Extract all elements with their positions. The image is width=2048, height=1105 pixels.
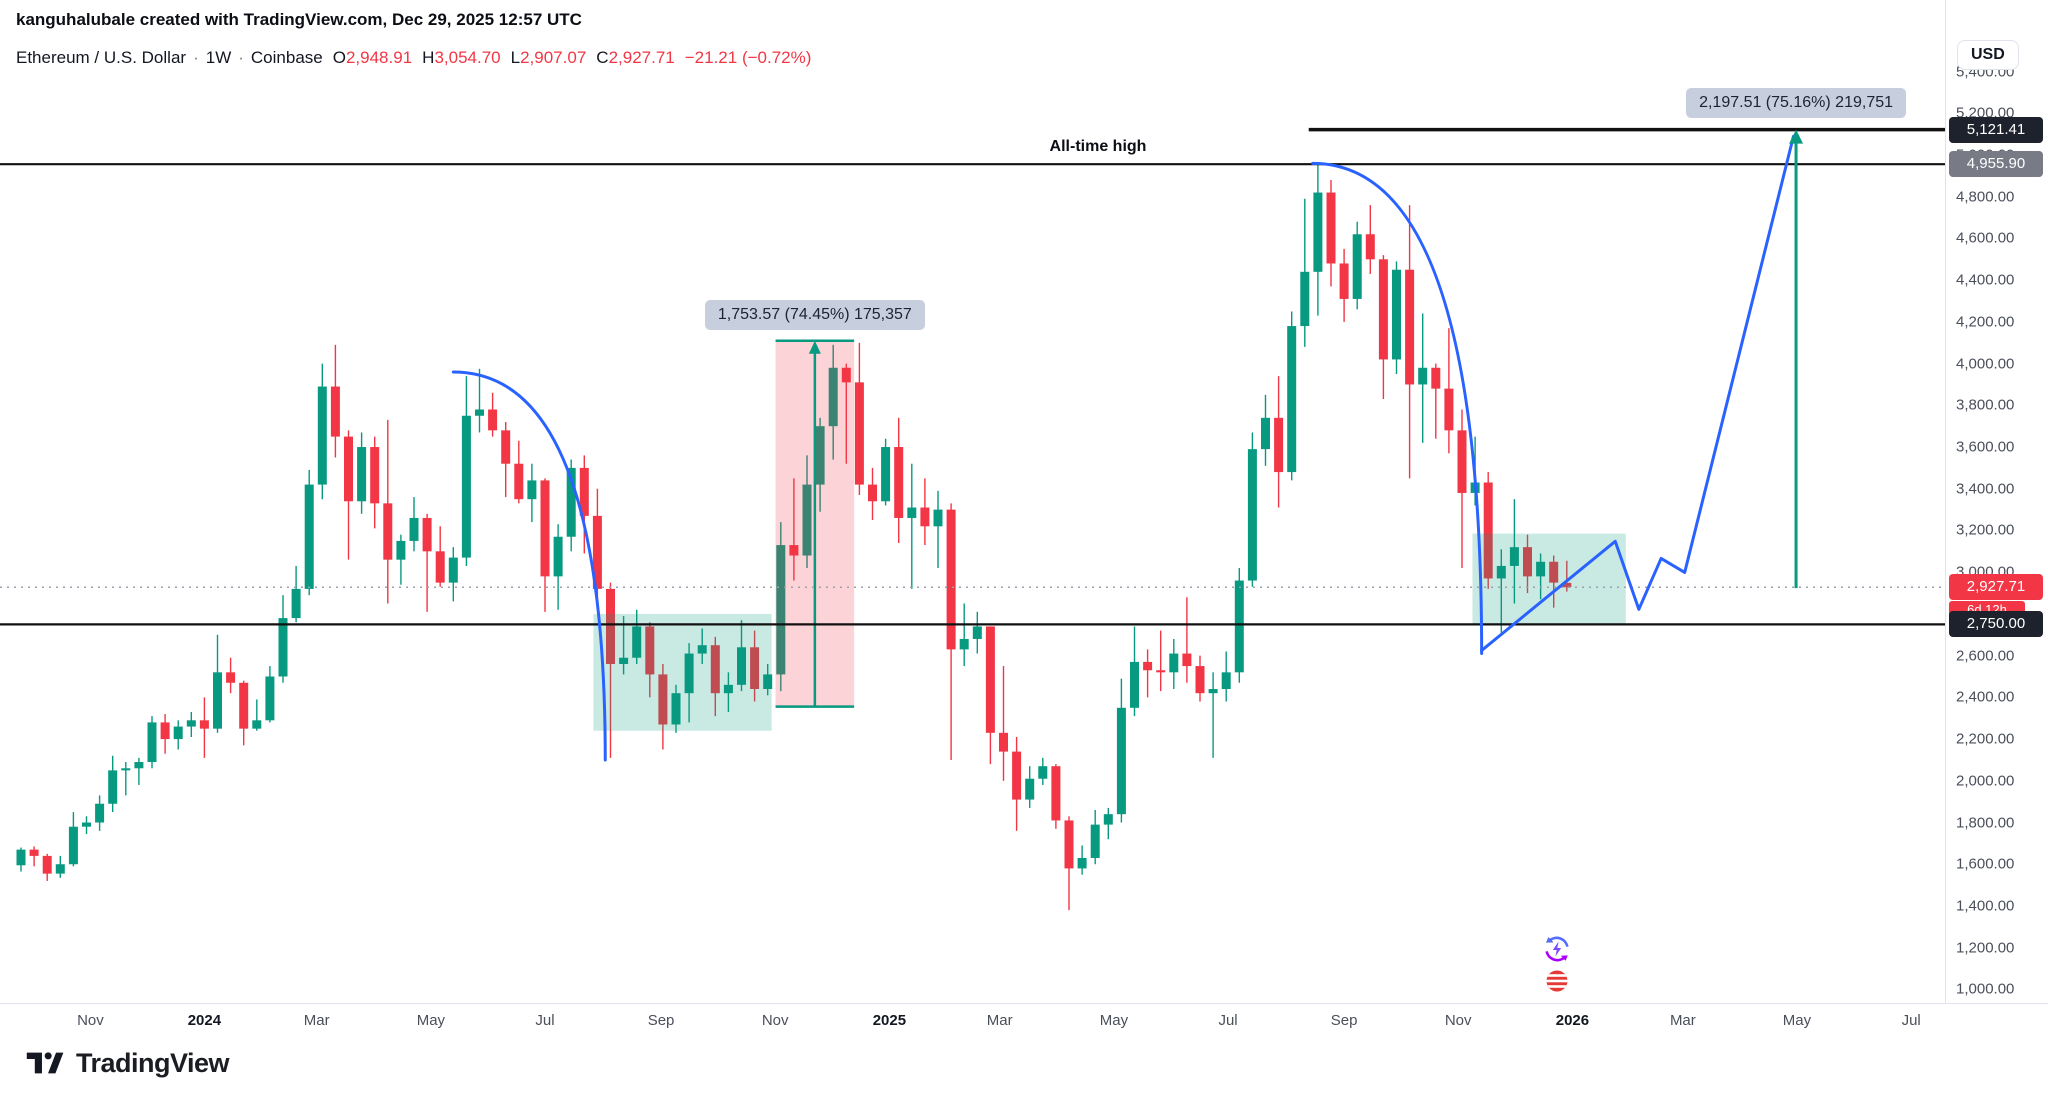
range-label-1[interactable]: 1,753.57 (74.45%) 175,357 [704, 299, 925, 330]
price-badge-support: 2,750.00 [1949, 611, 2043, 638]
time-axis-label: Jul [1218, 1012, 1238, 1029]
price-axis-tick: 2,600.00 [1956, 647, 2015, 665]
legend-separator: · [193, 48, 199, 67]
ohlc-close: C2,927.71 [596, 48, 675, 67]
ohlc-low: L2,907.07 [510, 48, 587, 67]
event-icon-crypto[interactable] [1542, 934, 1572, 964]
price-axis-tick: 3,400.00 [1956, 480, 2015, 498]
price-axis-tick: 4,000.00 [1956, 355, 2015, 373]
price-axis[interactable]: 1,000.00 1,200.00 1,400.00 1,600.00 1,800.00… [1945, 0, 2048, 1003]
symbol-exchange[interactable]: Coinbase [250, 48, 323, 67]
price-axis-tick: 4,200.00 [1956, 313, 2015, 331]
accumulation-zone-2024[interactable] [593, 613, 772, 731]
time-axis-label: Sep [1330, 1012, 1358, 1029]
price-axis-tick: 4,800.00 [1956, 188, 2015, 206]
price-axis-tick: 4,600.00 [1956, 229, 2015, 247]
attribution-text: kanguhalubale created with TradingView.c… [16, 10, 582, 29]
symbol-interval[interactable]: 1W [205, 48, 232, 67]
range-label-2[interactable]: 2,197.51 (75.16%) 219,751 [1686, 87, 1907, 118]
price-change: −21.21 (−0.72%) [684, 48, 812, 67]
time-axis-label: May [1099, 1012, 1129, 1029]
time-axis-label: May [416, 1012, 446, 1029]
price-axis-tick: 3,800.00 [1956, 396, 2015, 414]
symbol-title[interactable]: Ethereum / U.S. Dollar [16, 48, 187, 67]
symbol-legend[interactable]: Ethereum / U.S. Dollar · 1W · Coinbase O2,948… [16, 48, 811, 68]
trend-arc-2024[interactable] [451, 370, 607, 762]
price-axis-tick: 1,800.00 [1956, 814, 2015, 832]
time-axis-label: Mar [1669, 1012, 1696, 1029]
target-range-arrowhead [1789, 129, 1804, 144]
time-axis[interactable]: Nov 2024 Mar May Jul Sep Nov 2025 Mar May Jul Sep No… [0, 1003, 2048, 1037]
legend-separator: · [238, 48, 244, 67]
time-axis-label: Nov [761, 1012, 789, 1029]
time-axis-label: 2026 [1555, 1012, 1590, 1029]
time-axis-label: Jul [535, 1012, 555, 1029]
price-axis-tick: 1,400.00 [1956, 897, 2015, 915]
currency-button[interactable]: USD [1957, 40, 2019, 70]
price-axis-tick: 2,200.00 [1956, 730, 2015, 748]
price-axis-tick: 3,200.00 [1956, 521, 2015, 539]
price-axis-tick: 1,600.00 [1956, 855, 2015, 873]
price-badge-ath: 4,955.90 [1949, 151, 2043, 178]
time-axis-label: May [1782, 1012, 1812, 1029]
ath-label: All-time high [1049, 138, 1147, 156]
time-axis-label: Jul [1901, 1012, 1921, 1029]
time-axis-label: Mar [303, 1012, 330, 1029]
candlestick-chart[interactable] [0, 0, 1945, 1003]
price-axis-tick: 2,000.00 [1956, 772, 2015, 790]
price-badge-target: 5,121.41 [1949, 116, 2043, 143]
price-axis-tick: 2,400.00 [1956, 688, 2015, 706]
price-axis-tick: 1,000.00 [1956, 980, 2015, 998]
time-axis-label: 2024 [187, 1012, 222, 1029]
time-axis-label: Nov [1444, 1012, 1472, 1029]
accumulation-zone-2025[interactable] [1472, 533, 1626, 625]
projection-path[interactable] [1480, 134, 1795, 652]
tradingview-wordmark[interactable]: TradingView [76, 1047, 230, 1078]
crypto-event-icon-graphic [1545, 936, 1569, 962]
tradingview-attribution-footer[interactable]: TradingView [24, 1046, 230, 1080]
chart-plot-area[interactable]: 1,753.57 (74.45%) 175,357 2,197.51 (75.1… [0, 0, 1945, 1003]
ohlc-open: O2,948.91 [332, 48, 413, 67]
event-icon-us-economic[interactable] [1542, 966, 1572, 996]
time-axis-label: Nov [77, 1012, 104, 1029]
price-axis-tick: 1,200.00 [1956, 939, 2015, 957]
trend-arc-2025[interactable] [1311, 161, 1484, 656]
time-axis-label: Mar [986, 1012, 1013, 1029]
price-axis-tick: 4,400.00 [1956, 271, 2015, 289]
time-axis-label: 2025 [872, 1012, 907, 1029]
us-economic-event-icon-graphic [1546, 970, 1568, 992]
tradingview-logo-icon[interactable] [24, 1046, 66, 1080]
ohlc-high: H3,054.70 [422, 48, 501, 67]
time-axis-label: Sep [647, 1012, 675, 1029]
price-axis-tick: 3,600.00 [1956, 438, 2015, 456]
price-badge-last: 2,927.71 [1949, 574, 2043, 601]
